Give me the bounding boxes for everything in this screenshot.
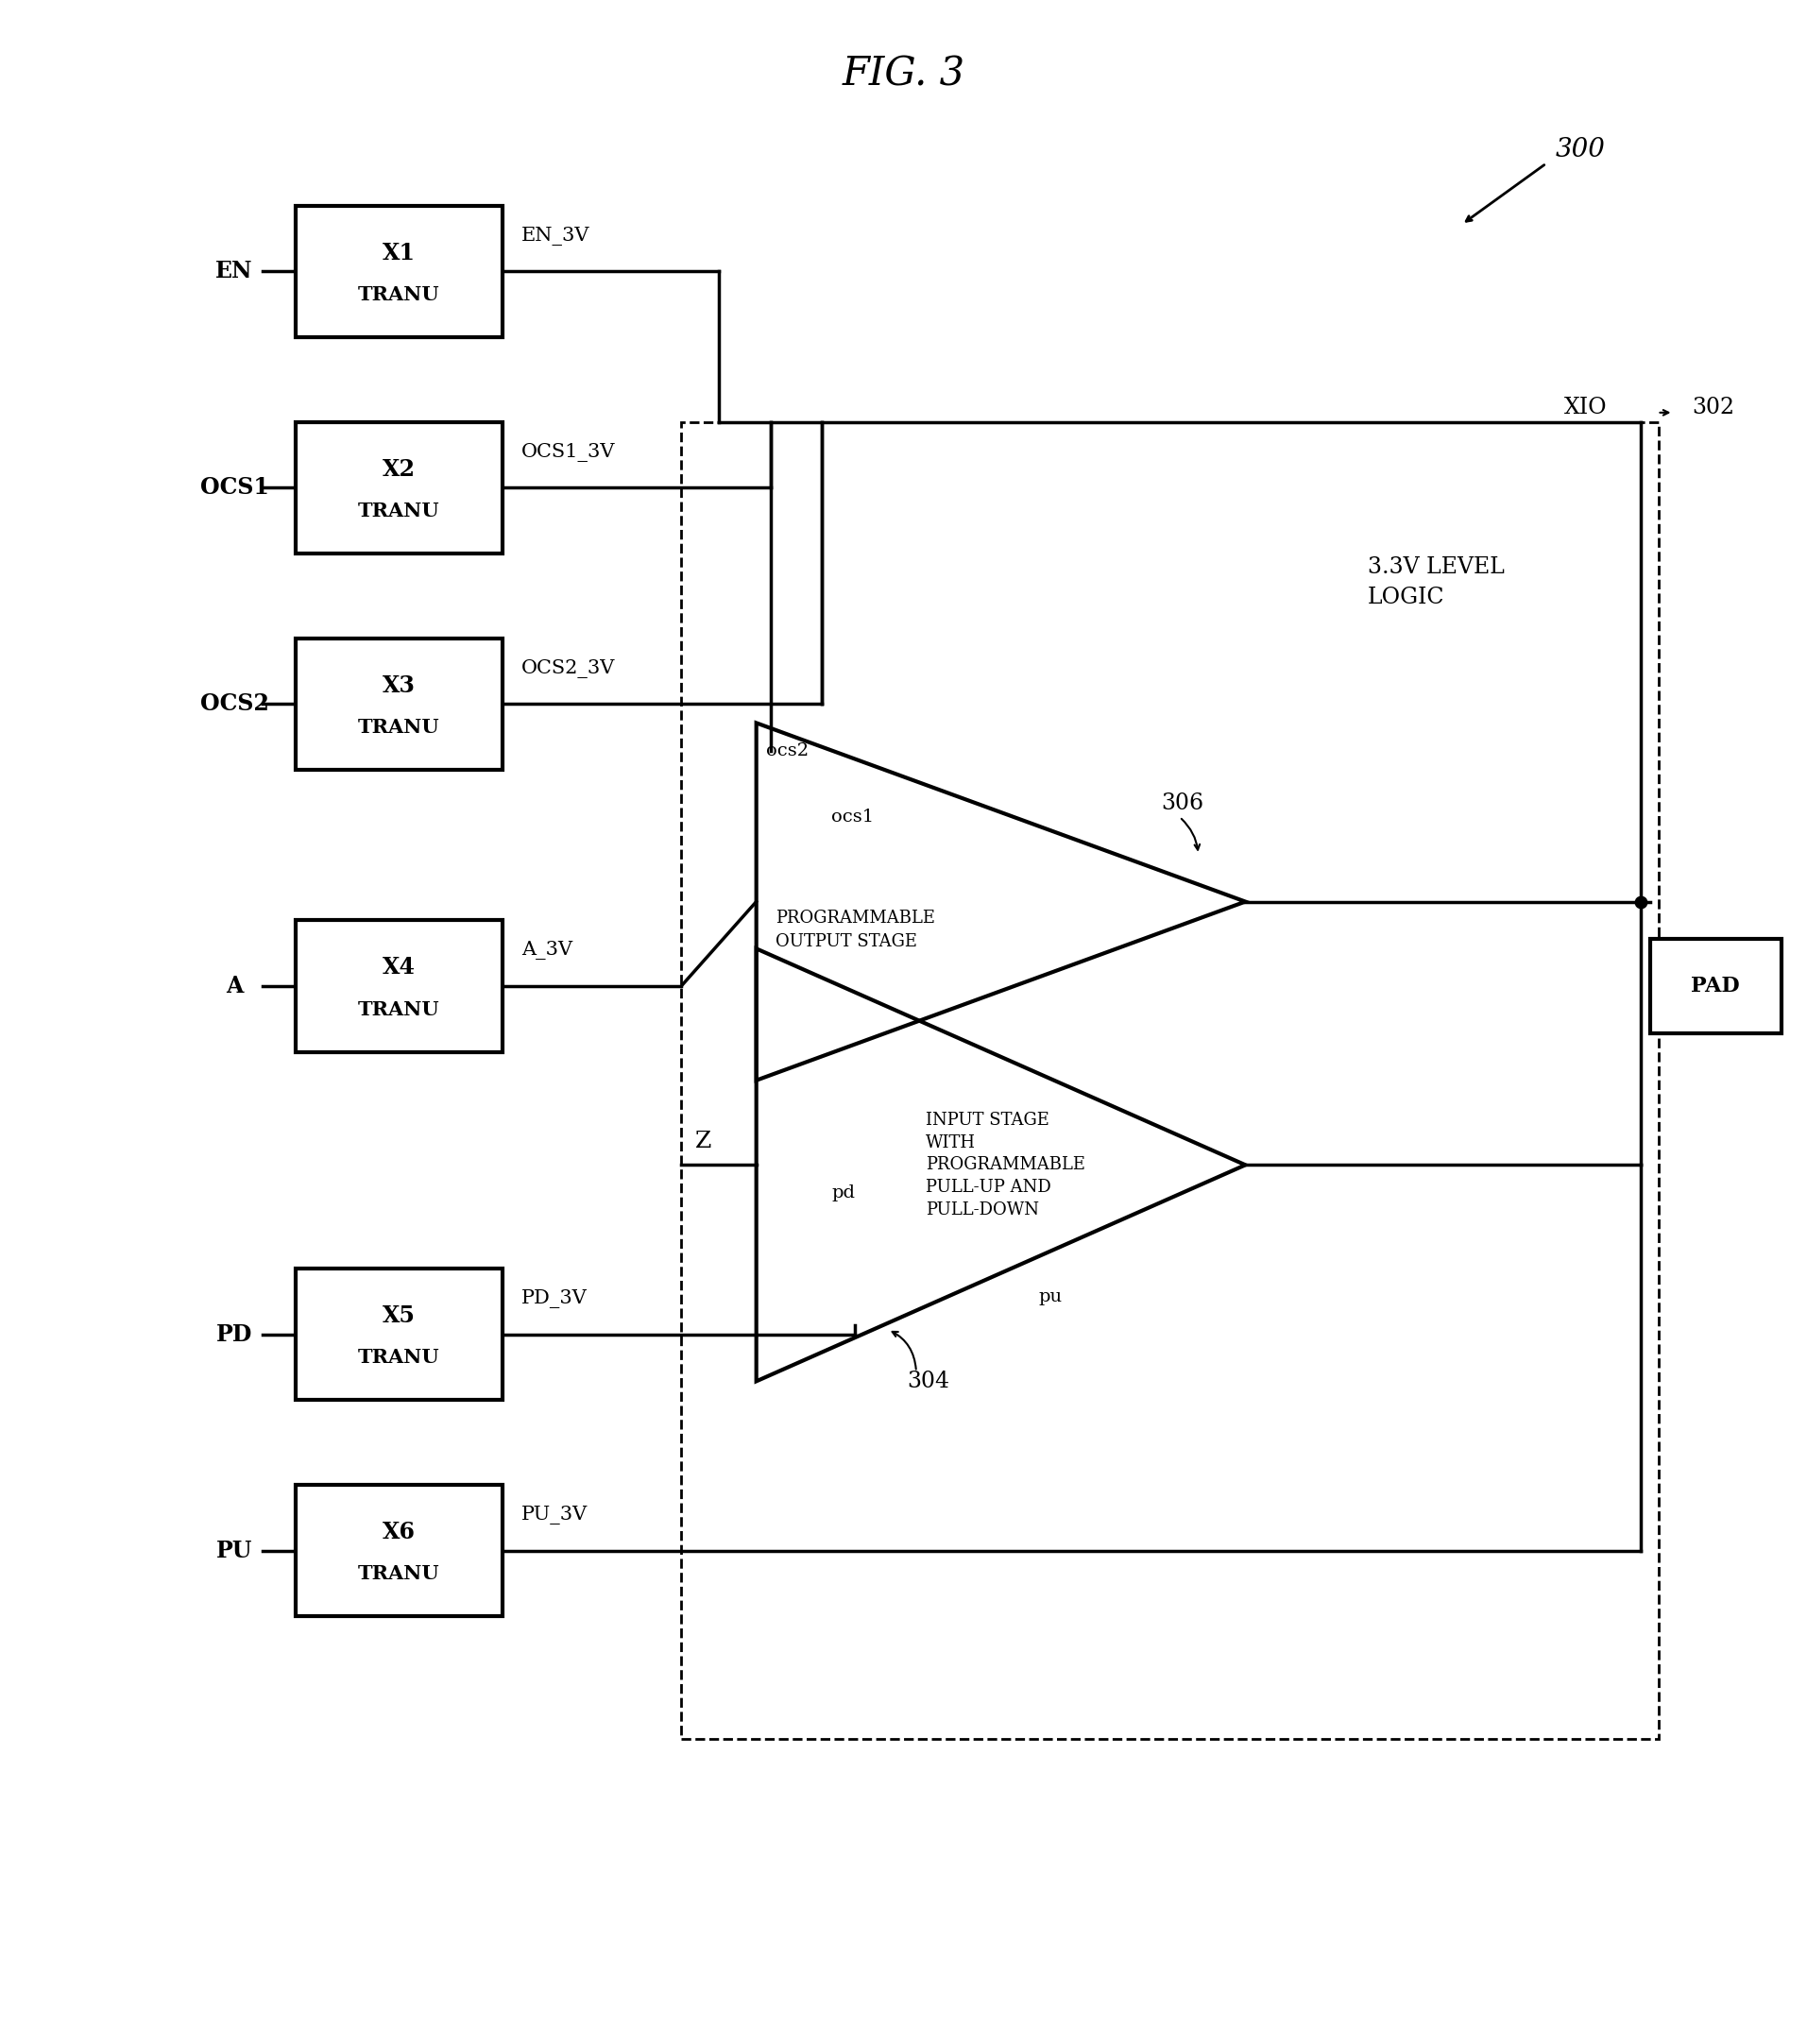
- Text: EN: EN: [215, 260, 253, 282]
- Text: Z: Z: [696, 1130, 712, 1153]
- Text: OCS2_3V: OCS2_3V: [520, 658, 614, 679]
- Bar: [1650, 940, 1782, 1034]
- Bar: [296, 421, 502, 554]
- Text: TRANU: TRANU: [358, 286, 439, 305]
- Text: 3.3V LEVEL
LOGIC: 3.3V LEVEL LOGIC: [1368, 556, 1505, 607]
- Bar: [681, 421, 1659, 1739]
- Text: PROGRAMMABLE
OUTPUT STAGE: PROGRAMMABLE OUTPUT STAGE: [775, 910, 934, 950]
- Text: A: A: [226, 975, 242, 997]
- Text: X3: X3: [383, 675, 416, 697]
- Text: X5: X5: [383, 1304, 416, 1327]
- Text: pd: pd: [831, 1186, 855, 1202]
- Text: TRANU: TRANU: [358, 717, 439, 738]
- Text: TRANU: TRANU: [358, 1349, 439, 1367]
- Text: pu: pu: [1039, 1288, 1063, 1306]
- Text: X1: X1: [383, 241, 416, 264]
- Text: OCS1: OCS1: [201, 476, 269, 499]
- Text: OCS1_3V: OCS1_3V: [520, 444, 614, 462]
- Text: PAD: PAD: [1691, 975, 1740, 997]
- Text: 300: 300: [1556, 137, 1606, 161]
- Text: X6: X6: [383, 1521, 416, 1543]
- Text: A_3V: A_3V: [520, 940, 573, 961]
- Text: X2: X2: [383, 458, 416, 480]
- Text: PD: PD: [217, 1322, 253, 1345]
- Text: PU: PU: [217, 1539, 253, 1562]
- Text: PD_3V: PD_3V: [520, 1290, 587, 1308]
- Text: OCS2: OCS2: [201, 693, 269, 715]
- Text: X4: X4: [383, 957, 416, 979]
- Text: TRANU: TRANU: [358, 503, 439, 521]
- Bar: [296, 638, 502, 771]
- Bar: [296, 1484, 502, 1617]
- Bar: [296, 206, 502, 337]
- Text: 302: 302: [1691, 397, 1735, 419]
- Bar: [296, 1269, 502, 1400]
- Text: 304: 304: [907, 1369, 949, 1392]
- Text: EN_3V: EN_3V: [520, 227, 589, 245]
- Text: INPUT STAGE
WITH
PROGRAMMABLE
PULL-UP AND
PULL-DOWN: INPUT STAGE WITH PROGRAMMABLE PULL-UP AN…: [925, 1112, 1086, 1218]
- Text: FIG. 3: FIG. 3: [842, 55, 965, 94]
- Text: TRANU: TRANU: [358, 1564, 439, 1584]
- Text: 306: 306: [1160, 791, 1203, 814]
- Text: ocs2: ocs2: [766, 742, 808, 760]
- Text: XIO: XIO: [1565, 397, 1608, 419]
- Text: TRANU: TRANU: [358, 1000, 439, 1020]
- Bar: [296, 920, 502, 1053]
- Text: ocs1: ocs1: [831, 809, 875, 826]
- Text: PU_3V: PU_3V: [520, 1504, 587, 1525]
